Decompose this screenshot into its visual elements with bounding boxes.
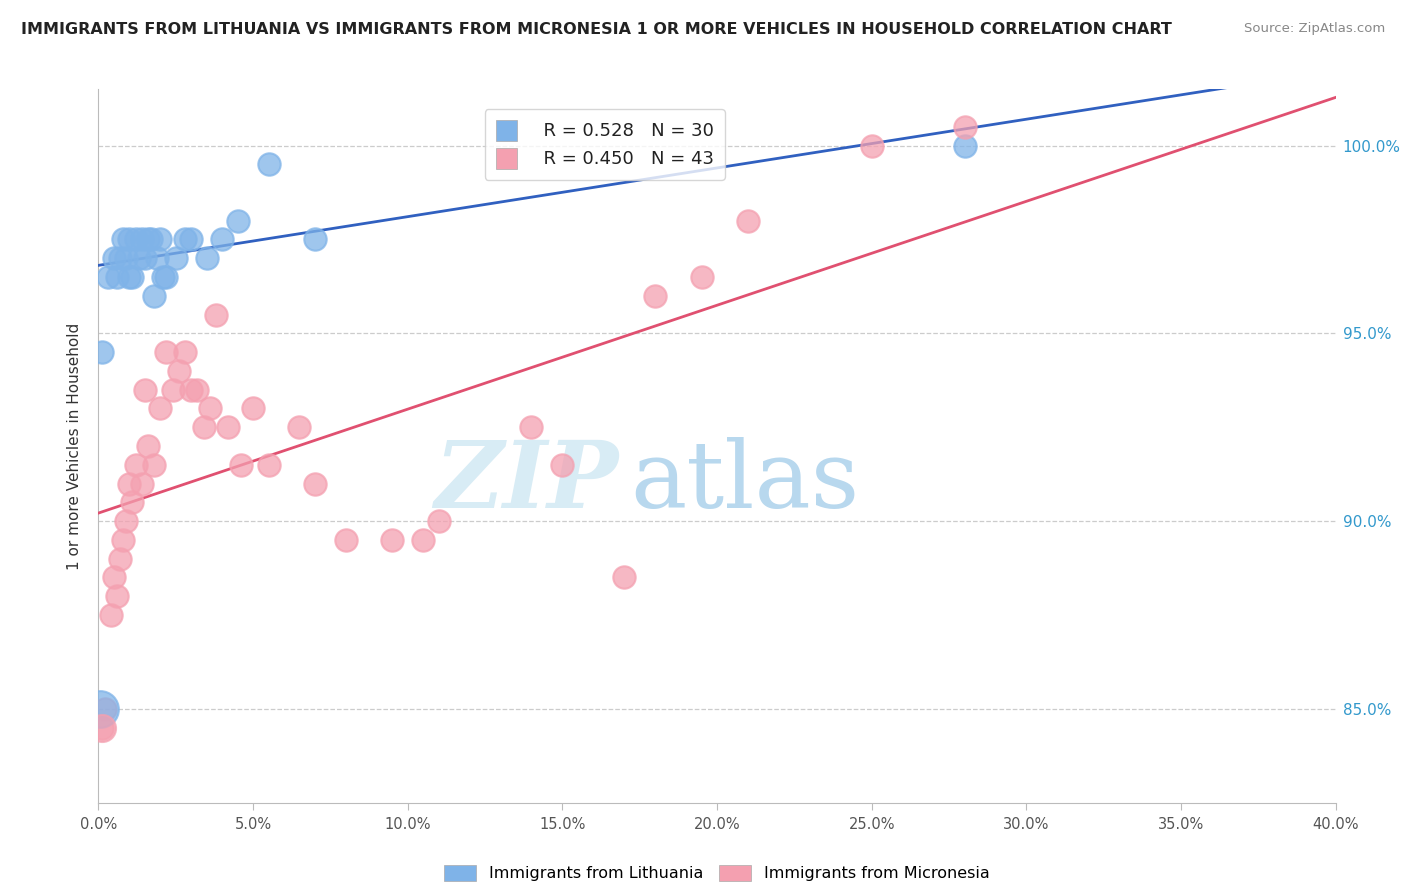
Point [690, 270, 713, 285]
Point [381, 533, 404, 547]
Point [155, 270, 177, 285]
Text: IMMIGRANTS FROM LITHUANIA VS IMMIGRANTS FROM MICRONESIA 1 OR MORE VEHICLES IN HO: IMMIGRANTS FROM LITHUANIA VS IMMIGRANTS … [21, 22, 1173, 37]
Point [737, 213, 759, 227]
Point [304, 232, 326, 246]
Point [149, 401, 172, 416]
Point [257, 157, 280, 171]
Point [90, 721, 112, 735]
Point [112, 232, 135, 246]
Legend: Immigrants from Lithuania, Immigrants from Micronesia: Immigrants from Lithuania, Immigrants fr… [437, 858, 997, 888]
Point [90, 721, 112, 735]
Point [205, 308, 228, 322]
Point [118, 232, 141, 246]
Point [115, 251, 138, 265]
Point [860, 138, 883, 153]
Point [131, 232, 153, 246]
Point [103, 570, 125, 584]
Point [118, 270, 141, 285]
Point [143, 289, 166, 303]
Point [242, 401, 264, 416]
Point [143, 458, 166, 472]
Point [121, 495, 143, 509]
Point [186, 383, 208, 397]
Point [174, 232, 197, 246]
Point [174, 345, 197, 359]
Point [89, 702, 111, 716]
Point [427, 514, 450, 528]
Point [180, 383, 202, 397]
Point [108, 251, 131, 265]
Point [198, 401, 221, 416]
Point [139, 232, 162, 246]
Point [644, 289, 666, 303]
Point [195, 251, 218, 265]
Point [100, 607, 122, 622]
Point [167, 364, 190, 378]
Point [128, 251, 150, 265]
Point [155, 345, 177, 359]
Point [229, 458, 252, 472]
Point [304, 476, 326, 491]
Point [105, 270, 128, 285]
Point [124, 232, 146, 246]
Point [115, 514, 138, 528]
Point [112, 533, 135, 547]
Point [953, 120, 976, 134]
Text: Source: ZipAtlas.com: Source: ZipAtlas.com [1244, 22, 1385, 36]
Point [193, 420, 215, 434]
Text: ZIP: ZIP [434, 437, 619, 526]
Point [520, 420, 543, 434]
Point [118, 476, 141, 491]
Point [93, 702, 115, 716]
Point [146, 251, 169, 265]
Point [335, 533, 357, 547]
Point [97, 270, 120, 285]
Point [108, 551, 131, 566]
Point [134, 383, 156, 397]
Point [226, 213, 249, 227]
Point [90, 345, 112, 359]
Text: atlas: atlas [630, 437, 859, 526]
Point [288, 420, 311, 434]
Point [136, 439, 159, 453]
Point [124, 458, 146, 472]
Point [257, 458, 280, 472]
Point [211, 232, 233, 246]
Point [180, 232, 202, 246]
Point [152, 270, 174, 285]
Point [105, 589, 128, 603]
Point [613, 570, 636, 584]
Point [134, 251, 156, 265]
Point [165, 251, 187, 265]
Point [131, 476, 153, 491]
Point [551, 458, 574, 472]
Point [412, 533, 434, 547]
Point [121, 270, 143, 285]
Point [162, 383, 184, 397]
Point [953, 138, 976, 153]
Point [103, 251, 125, 265]
Y-axis label: 1 or more Vehicles in Household: 1 or more Vehicles in Household [67, 322, 83, 570]
Point [217, 420, 239, 434]
Point [149, 232, 172, 246]
Point [136, 232, 159, 246]
